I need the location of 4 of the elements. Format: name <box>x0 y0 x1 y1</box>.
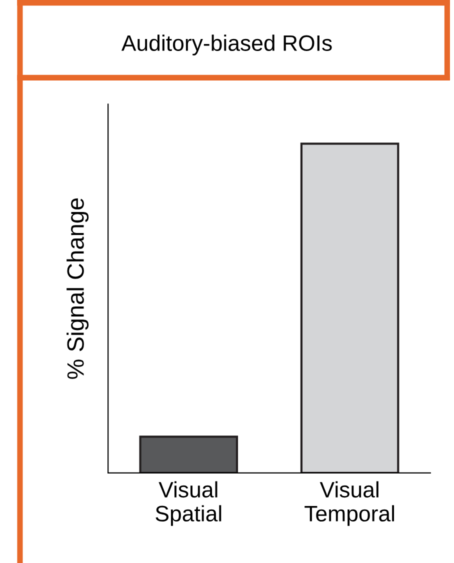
x-tick-label: Visual Temporal <box>304 481 394 526</box>
x-tick-label: Visual Spatial <box>156 481 222 526</box>
y-axis-title: % Signal Change <box>66 198 89 379</box>
chart-title: Auditory-biased ROIs <box>121 34 332 56</box>
